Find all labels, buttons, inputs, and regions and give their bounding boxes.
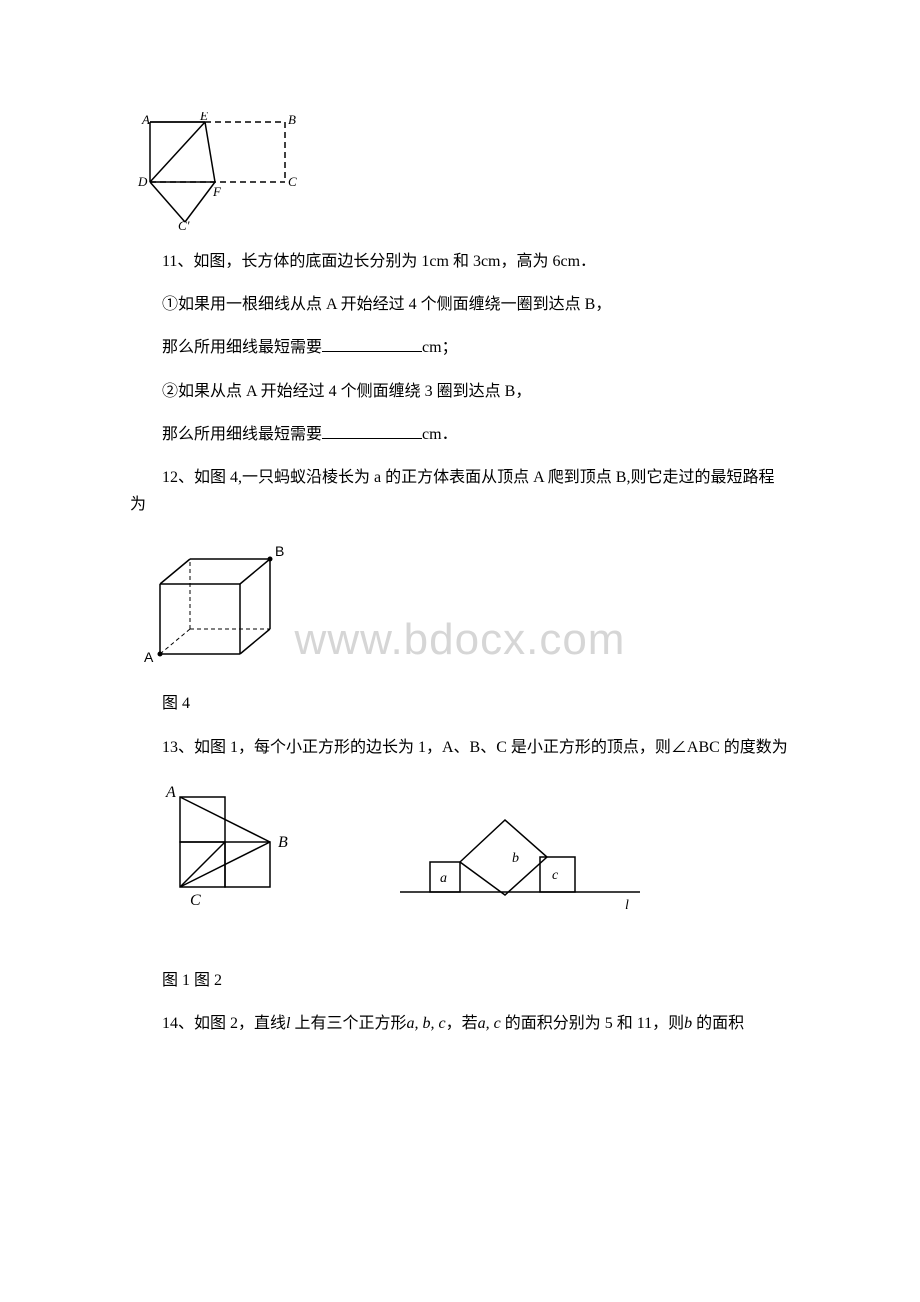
q11-line3: 那么所用细线最短需要 cm； [130,334,790,361]
label-C: C [288,174,297,189]
grid-label-B: B [278,834,288,851]
cube-diagram: A B [130,534,290,674]
q13-caption: 图 1 图 2 [130,967,790,994]
label-B: B [288,112,296,127]
label-E: E [199,112,208,123]
q11-line2: ①如果用一根细线从点 A 开始经过 4 个侧面缠绕一圈到达点 B， [130,291,790,318]
math-abc: a, b, c [406,1015,445,1032]
q14-e: 的面积 [692,1015,744,1032]
math-ac: a, c [478,1015,501,1032]
label-D: D [137,174,148,189]
q11-line5: 那么所用细线最短需要 cm． [130,421,790,448]
figure-q12: A B [130,534,790,674]
label-Cprime: C' [178,218,190,232]
squares-on-line: a b c l [390,797,650,917]
q12-line1: 12、如图 4,一只蚂蚁沿棱长为 a 的正方体表面从顶点 A 爬到顶点 B,则它… [130,464,790,518]
fold-diagram: A E B D F C C' [130,112,310,232]
q14-b: 上有三个正方形 [290,1015,406,1032]
q12-caption: 图 4 [130,690,790,717]
label-A: A [141,112,150,127]
blank-1 [322,351,422,352]
grid-label-C: C [190,892,201,909]
sq-label-c: c [552,868,559,883]
q14-line1: 14、如图 2，直线l 上有三个正方形a, b, c，若a, c 的面积分别为 … [130,1010,790,1037]
cube-label-A: A [144,649,154,665]
sq-label-a: a [440,871,447,886]
label-F: F [212,184,222,199]
figures-q13-q14: A B C a b c l [130,777,790,917]
blank-2 [322,438,422,439]
grid-label-A: A [165,784,176,801]
line-label-l: l [625,898,629,913]
grid-diagram: A B C [130,777,340,917]
q11-line1: 11、如图，长方体的底面边长分别为 1cm 和 3cm，高为 6cm． [130,248,790,275]
sq-label-b: b [512,851,519,866]
cube-label-B: B [275,543,284,559]
q14-d: 的面积分别为 5 和 11，则 [501,1015,684,1032]
q11-line3-b: cm； [422,339,458,356]
q11-line3-a: 那么所用细线最短需要 [162,339,322,356]
q13-line1: 13、如图 1，每个小正方形的边长为 1，A、B、C 是小正方形的顶点，则∠AB… [130,734,790,761]
q14-a: 14、如图 2，直线 [162,1015,286,1032]
q14-c: ，若 [446,1015,478,1032]
q11-line5-a: 那么所用细线最短需要 [162,426,322,443]
math-b: b [684,1015,692,1032]
q11-line5-b: cm． [422,426,458,443]
q11-line4: ②如果从点 A 开始经过 4 个侧面缠绕 3 圈到达点 B， [130,378,790,405]
figure-q10: A E B D F C C' [130,112,790,232]
